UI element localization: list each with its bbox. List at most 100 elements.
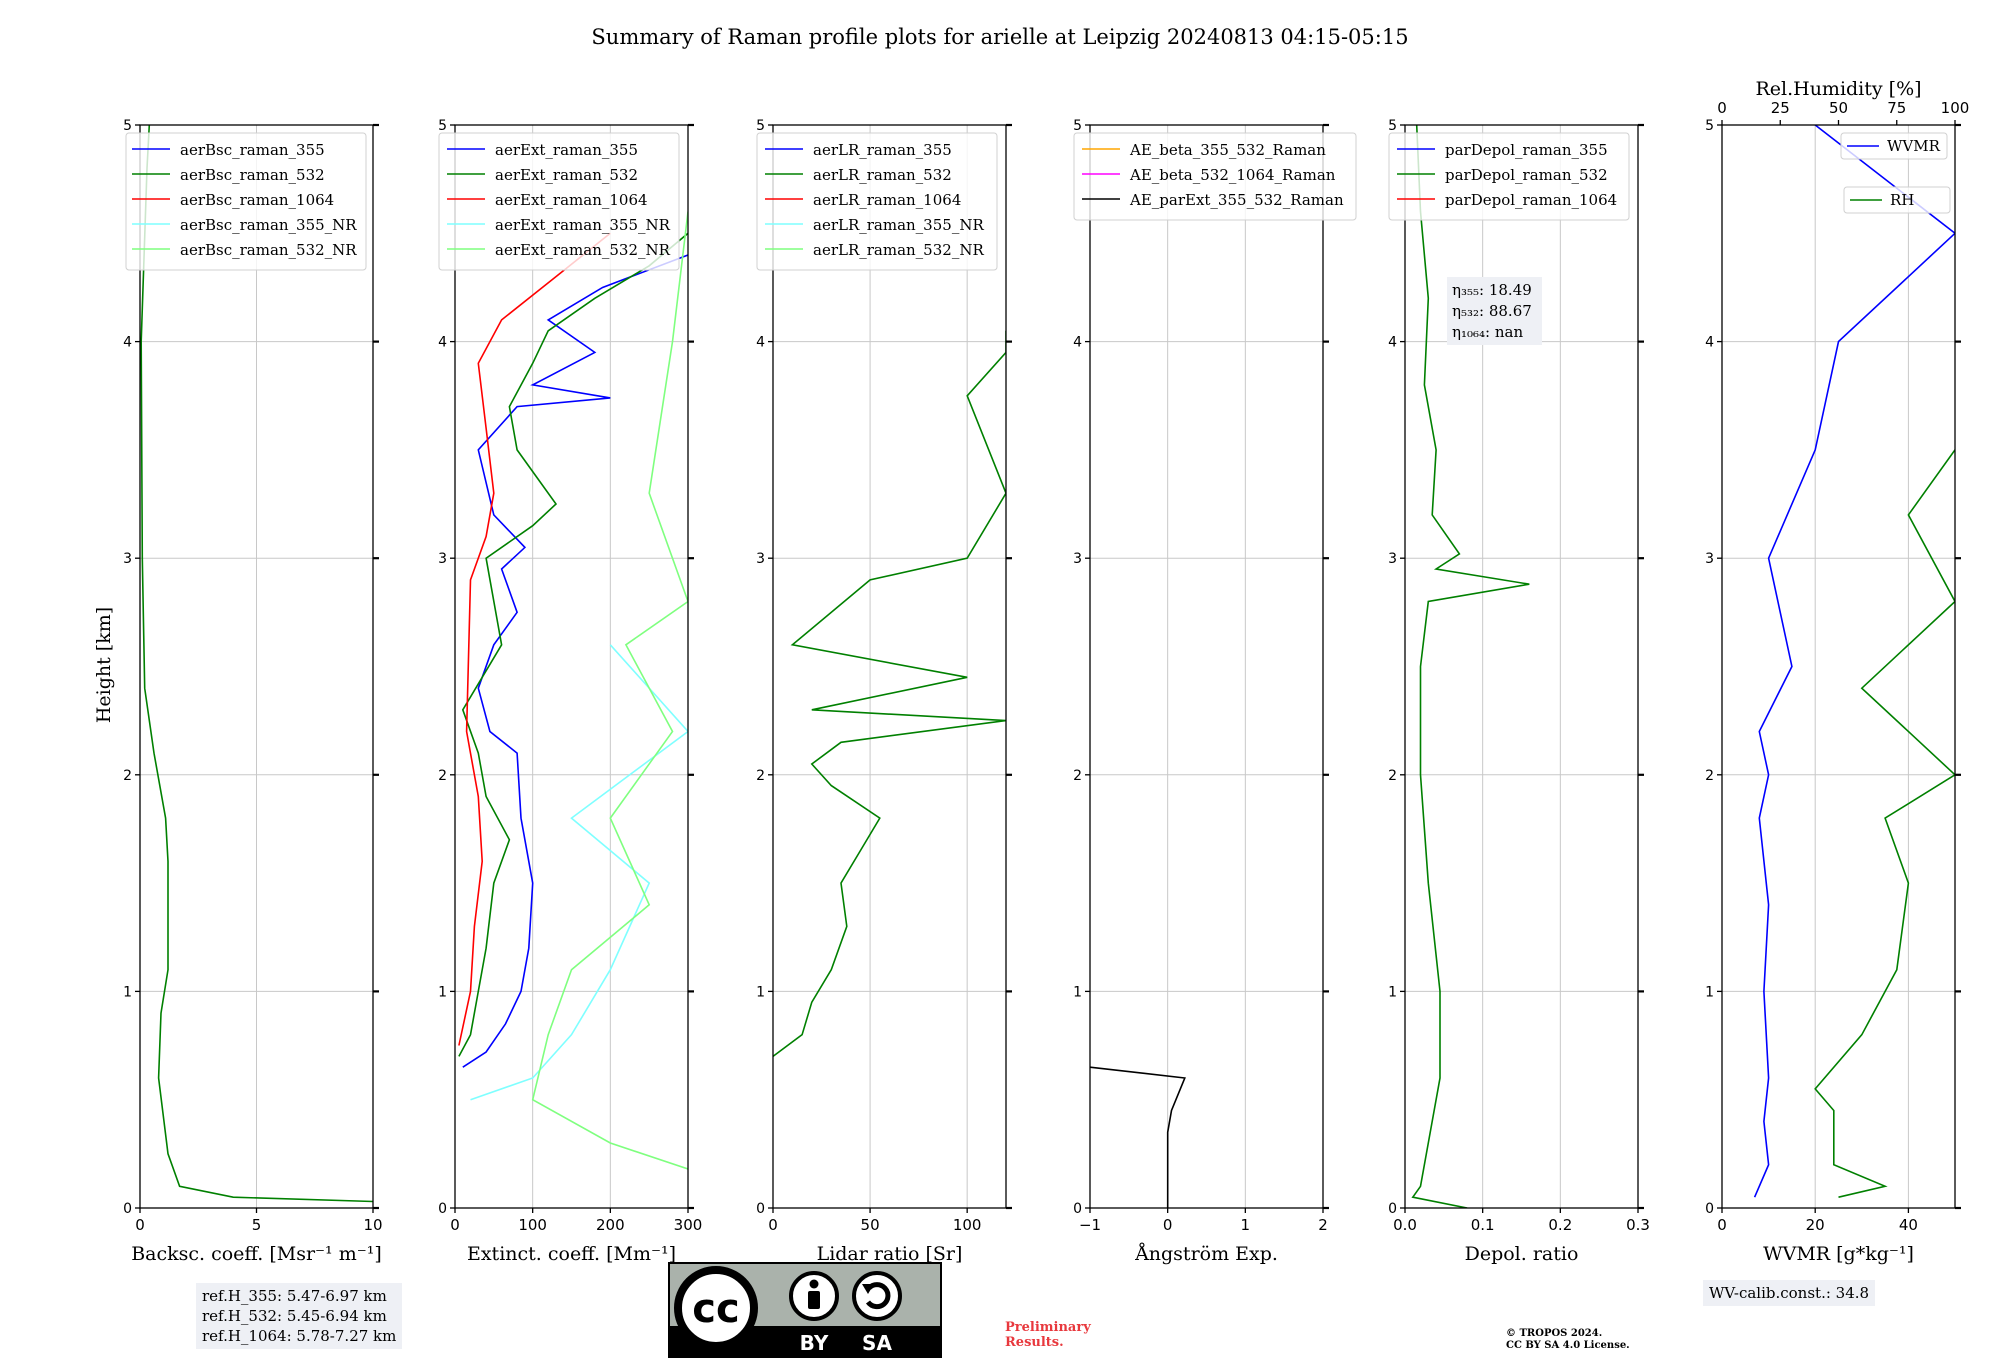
y-axis-label: Height [km] — [93, 607, 115, 723]
x-tick-label: 1 — [1241, 1216, 1251, 1234]
axes-frame — [1089, 124, 1324, 1209]
cc-logo-text: cc — [692, 1286, 739, 1332]
legend-label: aerExt_raman_1064 — [495, 191, 648, 209]
legend-label: aerExt_raman_355 — [495, 141, 638, 159]
x-tick-label: 0.3 — [1626, 1216, 1650, 1234]
top-x-tick-label: 50 — [1829, 99, 1848, 117]
y-tick-label: 4 — [1388, 335, 1397, 351]
y-tick-label: 5 — [1388, 118, 1397, 134]
y-tick-label: 1 — [1388, 984, 1397, 1000]
x-tick-label: 0.1 — [1471, 1216, 1495, 1234]
legend-label: aerBsc_raman_355_NR — [180, 216, 357, 234]
x-tick-label: 0 — [450, 1216, 460, 1234]
series-line-aerExt_raman_1064 — [458, 232, 611, 1046]
y-tick-label: 5 — [1073, 118, 1082, 134]
legend-label: aerExt_raman_355_NR — [495, 216, 671, 234]
y-tick-label: 5 — [1705, 118, 1714, 134]
panel-4: 0 1 2 3 4 5 0.0 0.1 0.2 0.3 Depol. ratio parDepol_r… — [1388, 118, 1650, 1265]
series-line-aerExt_raman_532 — [458, 232, 688, 1057]
series-line-aerBsc_raman_532 — [140, 125, 373, 1203]
y-tick-label: 4 — [1073, 335, 1082, 351]
x-tick-label: 0 — [1717, 1216, 1727, 1234]
y-tick-label: 2 — [756, 768, 765, 784]
y-tick-label: 5 — [438, 118, 447, 134]
eta-annotation-line: η₅₃₂: 88.67 — [1452, 302, 1532, 320]
preliminary-line-2: Results. — [1005, 1335, 1064, 1350]
y-tick-label: 5 — [756, 118, 765, 134]
series-line-aerExt_raman_355 — [462, 254, 688, 1068]
legend-box — [1843, 186, 1951, 214]
top-axis-label: Rel.Humidity [%] — [1755, 78, 1921, 100]
copyright-note: © TROPOS 2024. CC BY SA 4.0 License. — [1506, 1328, 1630, 1352]
x-axis-label: Backsc. coeff. [Msr⁻¹ m⁻¹] — [131, 1243, 382, 1265]
ref-height-1064: ref.H_1064: 5.78-7.27 km — [202, 1327, 397, 1345]
wv-calib-box: WV-calib.const.: 34.8 — [1703, 1280, 1876, 1306]
y-tick-label: 4 — [438, 335, 447, 351]
top-x-tick-label: 0 — [1717, 99, 1727, 117]
x-tick-label: 50 — [861, 1216, 880, 1234]
legend-box — [438, 132, 680, 271]
y-tick-label: 2 — [1705, 768, 1714, 784]
y-tick-label: 4 — [123, 335, 132, 351]
x-tick-label: 2 — [1318, 1216, 1328, 1234]
top-x-tick-label: 25 — [1771, 99, 1790, 117]
x-axis-label: Extinct. coeff. [Mm⁻¹] — [467, 1243, 676, 1265]
y-tick-label: 0 — [438, 1201, 447, 1217]
x-tick-label: 100 — [953, 1216, 982, 1234]
ref-height-355: ref.H_355: 5.47-6.97 km — [202, 1287, 387, 1305]
y-tick-label: 3 — [438, 551, 447, 567]
legend-label: aerBsc_raman_355 — [180, 141, 325, 159]
copyright-line-1: © TROPOS 2024. — [1506, 1328, 1603, 1339]
legend-box — [1388, 132, 1630, 221]
legend-label: aerBsc_raman_1064 — [180, 191, 334, 209]
x-tick-label: 5 — [252, 1216, 262, 1234]
x-axis-label: Lidar ratio [Sr] — [817, 1243, 963, 1265]
y-tick-label: 0 — [1073, 1201, 1082, 1217]
y-tick-label: 3 — [1388, 551, 1397, 567]
cc-icon — [674, 1266, 758, 1350]
y-tick-label: 0 — [1388, 1201, 1397, 1217]
legend-label: aerExt_raman_532_NR — [495, 241, 671, 259]
x-axis-label: Ångström Exp. — [1134, 1243, 1278, 1265]
y-tick-label: 0 — [1705, 1201, 1714, 1217]
legend-label: AE_parExt_355_532_Raman — [1129, 191, 1344, 209]
legend-label: AE_beta_355_532_Raman — [1129, 141, 1326, 159]
top-x-tick-label: 75 — [1887, 99, 1906, 117]
x-axis-label: Depol. ratio — [1465, 1243, 1579, 1265]
x-tick-label: 0.2 — [1548, 1216, 1572, 1234]
legend-label: aerLR_raman_532 — [813, 166, 952, 184]
x-tick-label: 300 — [674, 1216, 703, 1234]
eta-annotation-line: η₃₅₅: 18.49 — [1452, 281, 1532, 299]
y-tick-label: 4 — [1705, 335, 1714, 351]
legend-label: parDepol_raman_355 — [1445, 141, 1608, 159]
y-tick-label: 1 — [123, 984, 132, 1000]
x-tick-label: 10 — [363, 1216, 382, 1234]
y-tick-label: 3 — [1705, 551, 1714, 567]
y-tick-label: 2 — [123, 768, 132, 784]
y-tick-label: 1 — [438, 984, 447, 1000]
x-axis-label: WVMR [g*kg⁻¹] — [1763, 1243, 1914, 1265]
legend-label: aerExt_raman_532 — [495, 166, 638, 184]
legend-label: aerLR_raman_355 — [813, 141, 952, 159]
y-tick-label: 1 — [1705, 984, 1714, 1000]
legend-box — [125, 132, 367, 271]
x-tick-label: 20 — [1806, 1216, 1825, 1234]
panel-0: 0 1 2 3 4 5 0 5 10 Backsc. coeff. [Msr⁻¹ m⁻¹] aerB… — [123, 118, 382, 1265]
ref-heights-box: ref.H_355: 5.47-6.97 km ref.H_532: 5.45-… — [196, 1283, 403, 1349]
wv-calib-const: WV-calib.const.: 34.8 — [1709, 1284, 1870, 1302]
legend-box — [1840, 132, 1948, 160]
figure-title: Summary of Raman profile plots for ariel… — [591, 25, 1408, 49]
y-tick-label: 2 — [1388, 768, 1397, 784]
by-label: BY — [800, 1331, 829, 1355]
y-tick-label: 1 — [1073, 984, 1082, 1000]
eta-annotation-box — [1447, 277, 1542, 345]
x-tick-label: −1 — [1079, 1216, 1101, 1234]
x-tick-label: 100 — [518, 1216, 547, 1234]
axes-frame — [772, 124, 1007, 1209]
x-tick-label: 0 — [1163, 1216, 1173, 1234]
copyright-line-2: CC BY SA 4.0 License. — [1506, 1340, 1630, 1351]
y-tick-label: 3 — [1073, 551, 1082, 567]
